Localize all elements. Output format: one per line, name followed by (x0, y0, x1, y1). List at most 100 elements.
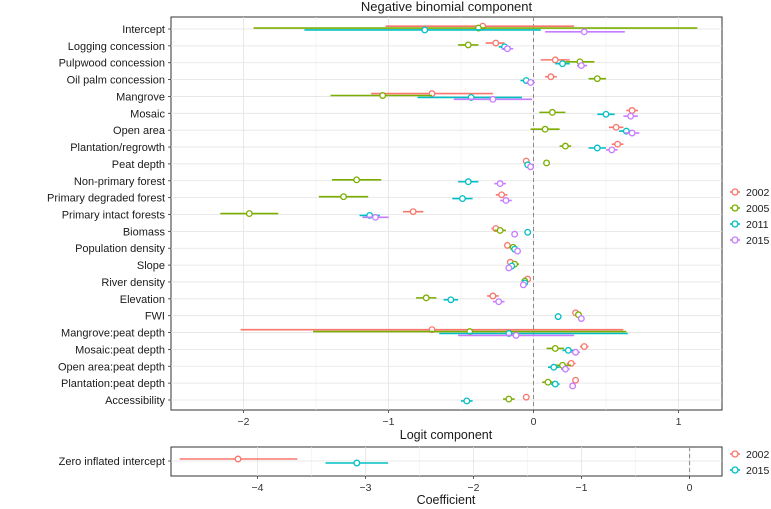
x-axis-title: Logit component (400, 428, 493, 442)
y-tick-label: Pulpwood concession (59, 58, 165, 70)
point-estimate (353, 459, 361, 467)
y-tick-label: Intercept (122, 24, 165, 36)
point-estimate (551, 380, 559, 388)
point-estimate (496, 180, 504, 188)
x-tick-label: 1 (676, 416, 682, 428)
x-tick-label: −2 (468, 482, 480, 494)
point-estimate (572, 376, 579, 384)
point-estimate (564, 346, 572, 354)
point-estimate (496, 226, 504, 234)
point-estimate (502, 197, 510, 204)
panel-0 (168, 16, 740, 413)
point-estimate (608, 146, 616, 154)
point-estimate (561, 365, 569, 373)
point-estimate (511, 230, 519, 238)
point-estimate (554, 313, 562, 321)
point-estimate (612, 123, 620, 131)
point-estimate (593, 75, 601, 83)
legend-label: 2002 (746, 449, 770, 461)
point-estimate (512, 331, 520, 339)
y-tick-label: Elevation (120, 294, 165, 306)
point-estimate (561, 142, 569, 150)
point-estimate (547, 73, 555, 81)
point-estimate (544, 378, 552, 386)
point-estimate (463, 397, 471, 405)
point-estimate (464, 41, 472, 49)
legend-key-point (731, 188, 739, 196)
point-estimate (503, 241, 511, 249)
legend-label: 2015 (746, 465, 770, 477)
point-estimate (409, 208, 417, 216)
point-estimate (505, 395, 513, 403)
point-estimate (577, 62, 585, 70)
point-estimate (550, 363, 558, 371)
y-tick-label: Population density (75, 243, 165, 255)
point-estimate (505, 264, 513, 272)
y-tick-label: Primary intact forests (62, 210, 166, 222)
point-estimate (340, 193, 347, 201)
point-estimate (519, 281, 527, 289)
point-estimate (524, 228, 532, 236)
y-tick-label: Mosaic:peat depth (75, 344, 165, 356)
point-estimate (514, 247, 521, 255)
point-estimate (353, 176, 361, 184)
panel-1 (168, 446, 740, 479)
y-tick-label: Biomass (123, 226, 166, 238)
point-estimate (543, 159, 550, 167)
y-tick-label: FWI (145, 311, 165, 323)
point-estimate (464, 178, 472, 186)
point-estimate (447, 296, 455, 304)
y-tick-label: Plantation/regrowth (70, 142, 165, 154)
chart-title: Negative binomial component (361, 0, 533, 14)
legend-label: 2011 (746, 219, 769, 231)
point-estimate (569, 382, 577, 390)
y-tick-label: Slope (137, 260, 165, 272)
point-estimate (551, 56, 559, 64)
y-tick-label: Plantation:peat depth (61, 378, 165, 390)
point-estimate (541, 125, 549, 133)
x-axis-title: Coefficient (417, 493, 476, 507)
point-estimate (627, 112, 635, 120)
y-tick-label: Open area (113, 125, 166, 137)
point-estimate (495, 298, 503, 306)
point-estimate (489, 95, 497, 103)
legend-key-point (731, 236, 739, 244)
point-estimate (489, 292, 497, 300)
legend-key-point (731, 450, 739, 458)
point-estimate (422, 294, 430, 302)
x-tick-label: 0 (687, 482, 693, 494)
legend-label: 2005 (746, 203, 770, 215)
legend-label: 2015 (746, 235, 770, 247)
point-estimate (379, 92, 387, 99)
point-estimate (459, 195, 466, 203)
y-tick-label: River density (101, 277, 165, 289)
point-estimate (234, 455, 242, 463)
y-tick-label: Logging concession (68, 41, 165, 53)
x-tick-label: −2 (238, 416, 250, 428)
point-estimate (551, 345, 559, 352)
point-estimate (498, 191, 506, 199)
point-estimate (559, 60, 566, 68)
point-estimate (628, 129, 636, 137)
legend-key-point (731, 204, 739, 212)
legend-label: 2002 (746, 187, 770, 199)
point-estimate (522, 393, 530, 401)
legend-key-point (731, 466, 739, 474)
y-tick-label: Primary degraded forest (47, 193, 165, 205)
point-estimate (421, 26, 429, 34)
y-tick-label: Mosaic (130, 108, 165, 120)
point-estimate (628, 107, 636, 114)
y-tick-label: Zero inflated intercept (59, 456, 165, 468)
y-tick-label: Mangrove (116, 91, 165, 103)
y-tick-label: Accessibility (105, 395, 165, 407)
panel-border (170, 446, 723, 477)
point-estimate (548, 108, 556, 116)
x-tick-label: −1 (383, 416, 395, 428)
point-estimate (527, 163, 535, 171)
y-tick-label: Mangrove:peat depth (61, 328, 165, 340)
point-estimate (372, 213, 379, 221)
point-estimate (245, 210, 253, 217)
point-estimate (593, 144, 601, 152)
point-estimate (503, 45, 511, 53)
